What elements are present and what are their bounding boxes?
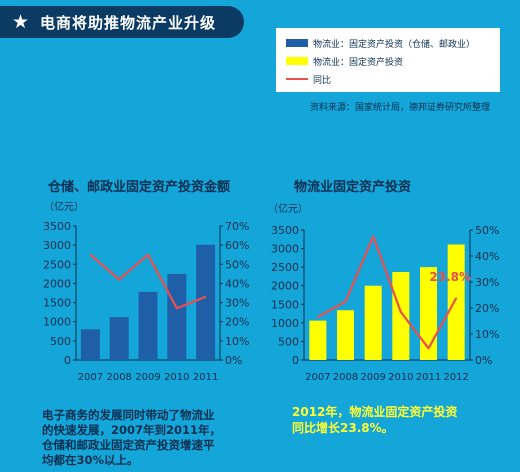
- bar: [167, 273, 187, 360]
- bar: [309, 320, 327, 360]
- tick-label-left: 1500: [271, 298, 299, 311]
- bar: [109, 317, 129, 360]
- category-label: 2007: [305, 372, 330, 383]
- tick-label-right: 50%: [225, 258, 249, 271]
- bar: [80, 329, 100, 360]
- category-label: 2011: [193, 372, 218, 383]
- tick-label-right: 40%: [475, 250, 499, 263]
- yoy-point: [89, 253, 92, 256]
- note-line: 同比增长23.8%。: [292, 421, 394, 435]
- note-line: 仓储和邮政业固定资产投资增速平: [42, 438, 215, 452]
- tick-label-left: 2500: [43, 258, 71, 271]
- bar: [392, 271, 410, 360]
- tick-label-left: 2000: [271, 280, 299, 293]
- category-label: 2010: [388, 372, 413, 383]
- bar: [138, 291, 158, 360]
- note-right: 2012年，物流业固定资产投资 同比增长23.8%。: [292, 404, 457, 436]
- bar: [364, 285, 382, 360]
- tick-label-right: 0%: [475, 354, 492, 367]
- tick-label-left: 2500: [271, 261, 299, 274]
- tick-label-left: 3000: [271, 243, 299, 256]
- source-note: 资料来源：国家统计局，德邦证券研究所整理: [310, 103, 491, 113]
- page-title: 电商将助推物流产业升级: [40, 13, 217, 32]
- tick-label-right: 40%: [225, 277, 249, 290]
- yoy-point: [400, 311, 402, 313]
- unit-label: （亿元）: [268, 202, 308, 215]
- yoy-point: [147, 253, 149, 256]
- yoy-point: [204, 296, 207, 298]
- yoy-point: [176, 307, 178, 310]
- star-icon: ★: [12, 11, 30, 33]
- legend-swatch-blue: [286, 39, 308, 47]
- chart-title-left: 仓储、邮政业固定资产投资金额: [48, 180, 231, 195]
- tick-label-left: 0: [292, 354, 299, 367]
- category-label: 2009: [360, 372, 385, 383]
- tick-label-right: 0%: [225, 354, 242, 367]
- legend-swatch-line: [286, 78, 308, 80]
- legend-item-logistics: 物流业：固定资产投资: [286, 54, 403, 68]
- tick-label-left: 3500: [271, 224, 299, 237]
- category-label: 2007: [78, 372, 103, 383]
- legend-item-yoy: 同比: [286, 72, 331, 86]
- tick-label-right: 70%: [225, 220, 249, 233]
- legend: 物流业：固定资产投资（仓储、邮政业） 物流业：固定资产投资 同比: [276, 28, 500, 92]
- note-line: 电子商务的发展同时带动了物流业: [42, 408, 215, 422]
- yoy-point: [317, 316, 319, 318]
- tick-label-right: 10%: [475, 328, 499, 341]
- tick-label-right: 10%: [225, 335, 249, 348]
- tick-label-left: 500: [278, 335, 299, 348]
- yoy-line: [317, 235, 458, 350]
- bar: [196, 244, 216, 360]
- category-label: 2011: [416, 372, 441, 383]
- bar: [337, 310, 354, 360]
- tick-label-left: 1000: [271, 317, 299, 330]
- bar: [447, 244, 465, 360]
- chart-title-right: 物流业固定资产投资: [294, 180, 412, 195]
- legend-item-warehouse-postal: 物流业：固定资产投资（仓储、邮政业）: [286, 36, 475, 50]
- tick-label-right: 30%: [225, 297, 249, 310]
- annotation-label: 23.8%: [429, 270, 471, 284]
- tick-label-right: 20%: [475, 302, 499, 315]
- note-line: 的快速发展，2007年到2011年，: [42, 423, 222, 437]
- tick-label-left: 1000: [43, 316, 71, 329]
- tick-label-left: 500: [50, 335, 71, 348]
- tick-label-left: 1500: [43, 297, 71, 310]
- note-line: 2012年，物流业固定资产投资: [292, 405, 458, 419]
- yoy-point: [372, 235, 374, 238]
- yoy-point: [427, 347, 430, 350]
- category-label: 2008: [106, 372, 131, 383]
- yoy-point: [455, 297, 457, 299]
- tick-label-left: 2000: [43, 277, 71, 290]
- yoy-point: [118, 278, 120, 281]
- legend-label: 同比: [313, 75, 332, 86]
- category-label: 2010: [164, 372, 189, 383]
- note-left: 电子商务的发展同时带动了物流业 的快速发展，2007年到2011年， 仓储和邮政…: [42, 408, 221, 468]
- legend-swatch-yellow: [286, 57, 308, 65]
- tick-label-left: 3500: [43, 220, 71, 233]
- unit-label: （亿元）: [44, 200, 84, 213]
- category-label: 2008: [333, 372, 358, 383]
- note-line: 均都在30%以上。: [42, 453, 139, 467]
- legend-label: 物流业：固定资产投资: [313, 57, 404, 68]
- header-banner: ★ 电商将助推物流产业升级: [0, 6, 244, 38]
- bar: [420, 267, 437, 360]
- tick-label-right: 60%: [225, 239, 249, 252]
- tick-label-left: 0: [64, 354, 71, 367]
- legend-label: 物流业：固定资产投资（仓储、邮政业）: [313, 39, 476, 50]
- yoy-point: [344, 300, 347, 303]
- category-label: 2012: [443, 372, 468, 383]
- tick-label-right: 30%: [475, 276, 499, 289]
- tick-label-right: 20%: [225, 316, 249, 329]
- tick-label-left: 3000: [43, 239, 71, 252]
- tick-label-right: 50%: [475, 224, 499, 237]
- category-label: 2009: [135, 372, 160, 383]
